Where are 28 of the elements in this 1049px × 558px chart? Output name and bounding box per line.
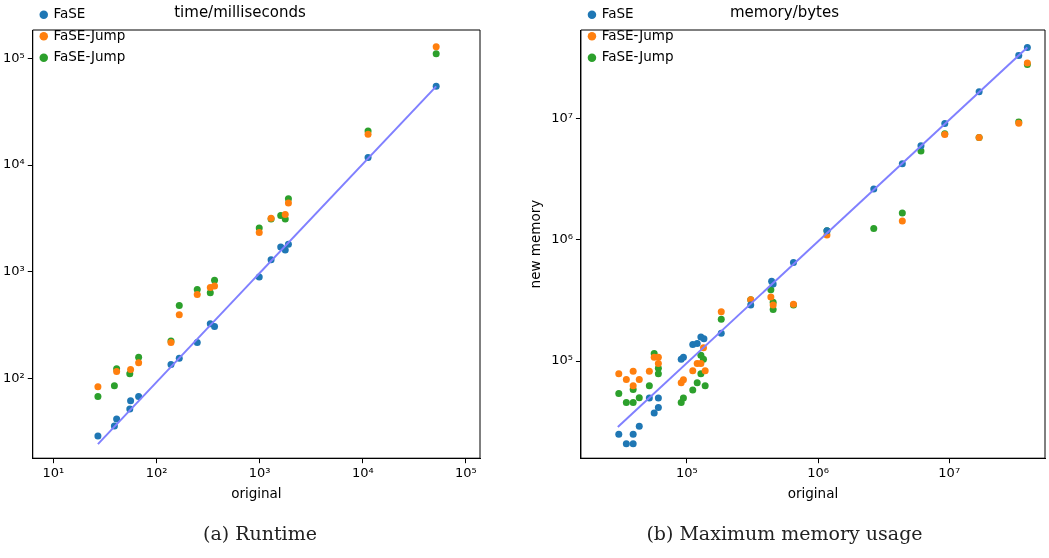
text: (b) Maximum memory usage [645,522,924,544]
x-tick-label: 10⁴ [351,465,374,481]
text: (a) Runtime [202,522,318,544]
legend-label: FaSE [601,5,634,22]
legend-label: FaSE [53,5,86,22]
x-tick-label: 10⁵ [675,465,698,481]
legend-label: FaSE-Jump [601,26,674,43]
chart-title: memory/bytes [729,2,840,21]
x-tick-label: 10³ [248,465,271,481]
x-tick-label: 10⁵ [455,465,477,481]
legend-label: FaSE-Jump [53,48,126,65]
y-tick-label: 10⁶ [551,231,573,247]
y-tick-label: 10⁷ [551,110,573,126]
x-axis-title: original [787,485,839,502]
x-tick-label: 10⁷ [938,465,961,481]
x-axis-title: original [231,485,282,502]
y-tick-label: 10³ [2,263,25,279]
x-tick-label: 10² [145,465,168,481]
y-tick-label: 10⁵ [551,352,573,368]
legend-label: FaSE-Jump [601,48,674,65]
y-tick-label: 10⁴ [2,156,25,172]
chart-title: time/milliseconds [174,2,306,21]
x-tick-label: 10⁶ [807,465,829,481]
legend-label: FaSE-Jump [53,26,126,43]
y-tick-label: 10² [2,370,25,386]
y-axis-title: new memory [526,199,543,289]
y-tick-label: 10⁵ [2,49,25,65]
x-tick-label: 10¹ [42,465,65,481]
